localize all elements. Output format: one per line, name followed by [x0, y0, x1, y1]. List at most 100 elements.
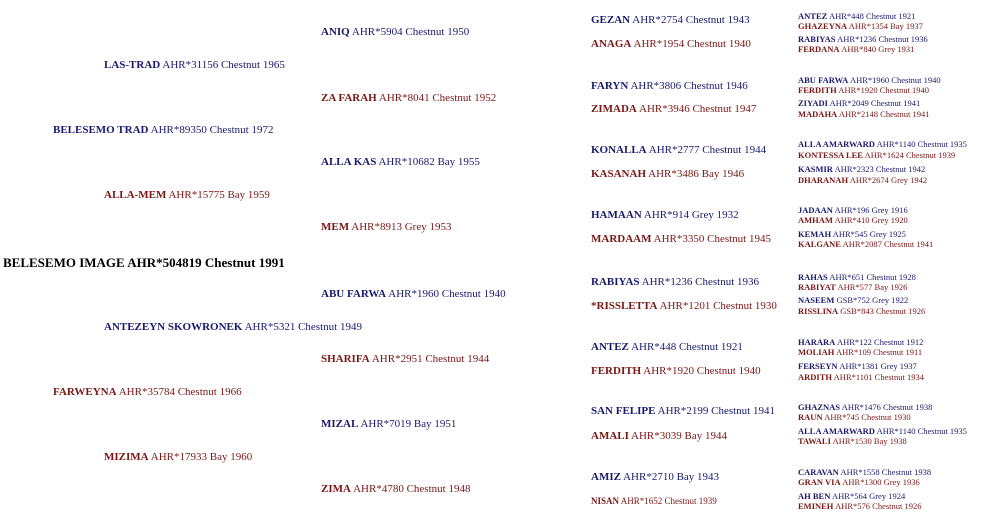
horse-name: HAMAAN	[591, 209, 642, 221]
gen4-ancestor-12: FERDITH AHR*1920 Chestnut 1940	[591, 366, 761, 377]
registration-info: AHR*1558 Chestnut 1938	[840, 467, 932, 477]
horse-name: GEZAN	[591, 14, 631, 26]
horse-name: GRAN VIA	[798, 477, 841, 487]
gen2-ancestor-1: LAS-TRAD AHR*31156 Chestnut 1965	[104, 60, 285, 71]
gen1-ancestor-2: FARWEYNA AHR*35784 Chestnut 1966	[53, 387, 242, 398]
gen5-ancestor-18: RABIYAT AHR*577 Bay 1926	[798, 283, 907, 292]
horse-name: GHAZEYNA	[798, 21, 848, 31]
gen5-ancestor-21: HARARA AHR*122 Chestnut 1912	[798, 338, 923, 347]
horse-name: RABIYAS	[591, 276, 640, 288]
gen5-ancestor-19: NASEEM GSB*752 Grey 1922	[798, 296, 908, 305]
registration-info: AHR*1140 Chestnut 1935	[876, 426, 967, 436]
registration-info: AHR*3350 Chestnut 1945	[653, 233, 771, 245]
gen2-ancestor-3: ANTEZEYN SKOWRONEK AHR*5321 Chestnut 194…	[104, 322, 362, 333]
horse-name: AMALI	[591, 430, 629, 442]
gen5-ancestor-30: GRAN VIA AHR*1300 Grey 1936	[798, 478, 920, 487]
registration-info: AHR*1236 Chestnut 1936	[641, 276, 760, 288]
horse-name: MARDAAM	[591, 233, 652, 245]
registration-info: AHR*1300 Grey 1936	[842, 477, 920, 487]
gen5-ancestor-6: FERDITH AHR*1920 Chestnut 1940	[798, 86, 929, 95]
horse-name: MIZAL	[321, 418, 359, 430]
gen5-ancestor-12: DHARANAH AHR*2674 Grey 1942	[798, 176, 927, 185]
registration-info: AHR*564 Grey 1924	[832, 491, 906, 501]
horse-name: NISAN	[591, 496, 620, 506]
registration-info: AHR*576 Chestnut 1926	[835, 501, 922, 511]
gen5-ancestor-11: KASMIR AHR*2323 Chestnut 1942	[798, 165, 925, 174]
horse-name: ANTEZ	[591, 341, 629, 353]
gen2-ancestor-4: MIZIMA AHR*17933 Bay 1960	[104, 452, 252, 463]
gen5-ancestor-25: GHAZNAS AHR*1476 Chestnut 1938	[798, 403, 932, 412]
horse-name: EMINEH	[798, 501, 834, 511]
horse-name: GHAZNAS	[798, 402, 841, 412]
horse-name: ZIMA	[321, 483, 351, 495]
horse-name: KASMIR	[798, 164, 833, 174]
horse-name: ALLA AMARWARD	[798, 426, 875, 436]
registration-info: AHR*5904 Chestnut 1950	[351, 26, 470, 38]
gen5-ancestor-8: MADAHA AHR*2148 Chestnut 1941	[798, 110, 930, 119]
gen2-ancestor-2: ALLA-MEM AHR*15775 Bay 1959	[104, 190, 270, 201]
registration-info: AHR*4780 Chestnut 1948	[353, 483, 471, 495]
registration-info: AHR*7019 Bay 1951	[360, 418, 457, 430]
registration-info: AHR*2323 Chestnut 1942	[834, 164, 926, 174]
gen5-ancestor-20: RISSLINA GSB*843 Chestnut 1926	[798, 307, 925, 316]
registration-info: AHR*10682 Bay 1955	[378, 156, 480, 168]
horse-name: ZIYADI	[798, 98, 828, 108]
gen5-ancestor-4: FERDANA AHR*840 Grey 1931	[798, 45, 914, 54]
horse-name: *RISSLETTA	[591, 300, 658, 312]
gen4-ancestor-15: AMIZ AHR*2710 Bay 1943	[591, 472, 719, 483]
horse-name: ABU FARWA	[321, 288, 387, 300]
registration-info: AHR*31156 Chestnut 1965	[162, 59, 285, 71]
horse-name: RAHAS	[798, 272, 828, 282]
gen3-ancestor-7: MIZAL AHR*7019 Bay 1951	[321, 419, 456, 430]
registration-info: AHR*745 Chestnut 1930	[824, 412, 911, 422]
horse-name: FERDANA	[798, 44, 840, 54]
gen5-ancestor-26: RAUN AHR*745 Chestnut 1930	[798, 413, 911, 422]
registration-info: AHR*1201 Chestnut 1930	[659, 300, 777, 312]
horse-name: KASANAH	[591, 168, 647, 180]
gen4-ancestor-16: NISAN AHR*1652 Chestnut 1939	[591, 497, 717, 506]
registration-info: AHR*3486 Bay 1946	[648, 168, 745, 180]
registration-info: AHR*3806 Chestnut 1946	[630, 80, 748, 92]
registration-info: AHR*8041 Chestnut 1952	[378, 92, 497, 104]
horse-name: MIZIMA	[104, 451, 149, 463]
registration-info: GSB*843 Chestnut 1926	[840, 306, 926, 316]
registration-info: AHR*2148 Chestnut 1941	[838, 109, 930, 119]
gen3-ancestor-4: MEM AHR*8913 Grey 1953	[321, 222, 451, 233]
horse-name: RABIYAT	[798, 282, 836, 292]
horse-name: SHARIFA	[321, 353, 370, 365]
horse-name: FERDITH	[798, 85, 837, 95]
registration-info: AHR*8913 Grey 1953	[351, 221, 452, 233]
registration-info: AHR*448 Chestnut 1921	[631, 341, 743, 353]
gen5-ancestor-29: CARAVAN AHR*1558 Chestnut 1938	[798, 468, 931, 477]
horse-name: ANAGA	[591, 38, 632, 50]
registration-info: AHR*17933 Bay 1960	[150, 451, 253, 463]
registration-info: AHR*1236 Chestnut 1936	[837, 34, 928, 44]
horse-name: FERSEYN	[798, 361, 838, 371]
gen4-ancestor-7: HAMAAN AHR*914 Grey 1932	[591, 210, 739, 221]
horse-name: TAWALI	[798, 436, 831, 446]
registration-info: AHR*15775 Bay 1959	[168, 189, 270, 201]
gen5-ancestor-23: FERSEYN AHR*1381 Grey 1937	[798, 362, 917, 371]
horse-name: ALLA KAS	[321, 156, 377, 168]
gen3-ancestor-6: SHARIFA AHR*2951 Chestnut 1944	[321, 354, 489, 365]
gen5-ancestor-10: KONTESSA LEE AHR*1624 Chestnut 1939	[798, 151, 955, 160]
horse-name: FERDITH	[591, 365, 642, 377]
registration-info: AHR*122 Chestnut 1912	[836, 337, 924, 347]
gen5-ancestor-31: AH BEN AHR*564 Grey 1924	[798, 492, 905, 501]
gen4-ancestor-4: ZIMADA AHR*3946 Chestnut 1947	[591, 104, 756, 115]
gen5-ancestor-16: KALGANE AHR*2087 Chestnut 1941	[798, 240, 933, 249]
horse-name: LAS-TRAD	[104, 59, 161, 71]
horse-name: ANIQ	[321, 26, 350, 38]
registration-info: AHR*3039 Bay 1944	[631, 430, 727, 442]
horse-name: MEM	[321, 221, 350, 233]
gen3-ancestor-8: ZIMA AHR*4780 Chestnut 1948	[321, 484, 470, 495]
gen5-ancestor-3: RABIYAS AHR*1236 Chestnut 1936	[798, 35, 928, 44]
gen3-ancestor-1: ANIQ AHR*5904 Chestnut 1950	[321, 27, 469, 38]
horse-name: ANTEZEYN SKOWRONEK	[104, 321, 243, 333]
gen5-ancestor-27: ALLA AMARWARD AHR*1140 Chestnut 1935	[798, 427, 967, 436]
registration-info: AHR*448 Chestnut 1921	[828, 11, 916, 21]
registration-info: AHR*2674 Grey 1942	[849, 175, 928, 185]
horse-name: AMIZ	[591, 471, 621, 483]
registration-info: AHR*2710 Bay 1943	[623, 471, 720, 483]
registration-info: AHR*1354 Bay 1937	[848, 21, 923, 31]
